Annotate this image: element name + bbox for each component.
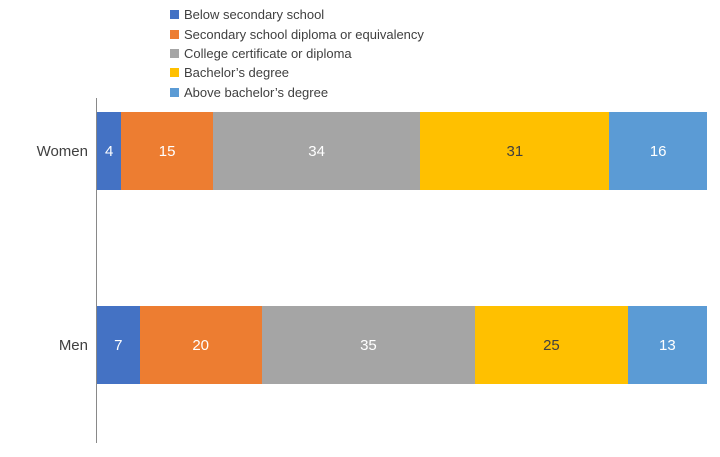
data-label: 34 bbox=[308, 142, 325, 160]
bar-segment: 13 bbox=[627, 306, 707, 384]
category-label: Women bbox=[36, 142, 88, 160]
data-label: 7 bbox=[114, 336, 123, 354]
legend-item: Above bachelor’s degree bbox=[170, 83, 424, 102]
bar-segment: 25 bbox=[475, 306, 628, 384]
legend-swatch-icon bbox=[170, 10, 179, 20]
stacked-bar: 7 20 35 25 13 bbox=[97, 306, 707, 384]
legend-label: Secondary school diploma or equivalency bbox=[184, 26, 424, 42]
legend-swatch-icon bbox=[170, 68, 179, 78]
legend-label: Above bachelor’s degree bbox=[184, 84, 329, 100]
data-label: 31 bbox=[506, 142, 524, 160]
data-label: 25 bbox=[543, 336, 560, 354]
bar-segment: 4 bbox=[97, 112, 122, 190]
data-label: 16 bbox=[649, 142, 667, 160]
bar-segment: 34 bbox=[212, 112, 421, 190]
bar-row-men: Men 7 20 35 25 13 bbox=[0, 306, 720, 384]
legend-item: Secondary school diploma or equivalency bbox=[170, 24, 424, 43]
bar-row-women: Women 4 15 34 31 16 bbox=[0, 112, 720, 190]
category-label: Men bbox=[58, 336, 88, 354]
bar-segment: 35 bbox=[261, 306, 476, 384]
y-axis-line bbox=[96, 98, 97, 443]
bar-segment: 16 bbox=[609, 112, 707, 190]
legend-item: College certificate or diploma bbox=[170, 44, 424, 63]
data-label: 4 bbox=[105, 142, 114, 160]
legend-swatch-icon bbox=[170, 48, 179, 58]
legend-label: Below secondary school bbox=[184, 7, 325, 23]
stacked-bar: 4 15 34 31 16 bbox=[97, 112, 707, 190]
data-label: 35 bbox=[360, 336, 377, 354]
legend-label: College certificate or diploma bbox=[184, 45, 352, 61]
legend-item: Bachelor’s degree bbox=[170, 63, 424, 82]
legend-swatch-icon bbox=[170, 87, 179, 97]
legend-item: Below secondary school bbox=[170, 5, 424, 24]
bar-segment: 15 bbox=[121, 112, 213, 190]
chart-legend: Below secondary school Secondary school d… bbox=[170, 5, 424, 102]
legend-label: Bachelor’s degree bbox=[184, 65, 290, 81]
data-label: 15 bbox=[158, 142, 176, 160]
bar-segment: 31 bbox=[420, 112, 610, 190]
bar-segment: 7 bbox=[97, 306, 140, 384]
bar-segment: 20 bbox=[139, 306, 262, 384]
data-label: 13 bbox=[658, 336, 676, 354]
data-label: 20 bbox=[192, 336, 210, 354]
legend-swatch-icon bbox=[170, 29, 179, 39]
